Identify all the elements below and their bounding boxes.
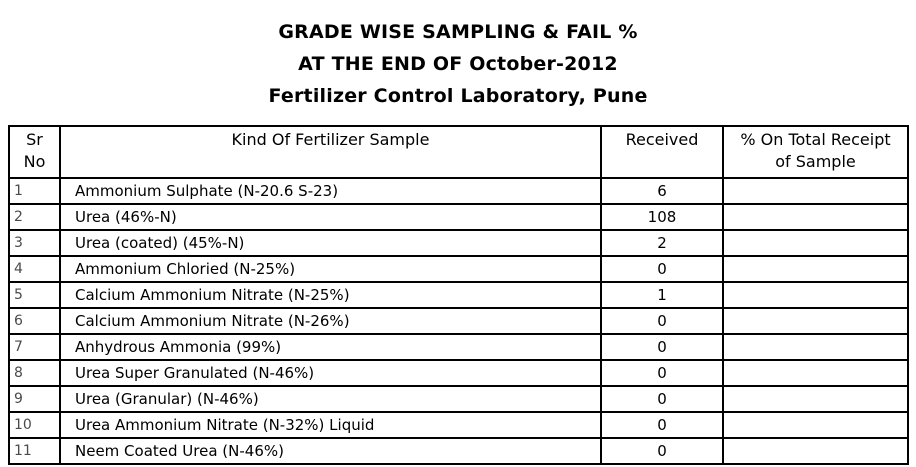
cell-sr-no: 2 [8, 203, 61, 231]
cell-percent-on-receipt [722, 411, 909, 439]
header-kind-of-fertilizer-sample: Kind Of Fertilizer Sample [59, 125, 602, 179]
cell-received-count: 0 [600, 333, 724, 361]
cell-received-count: 2 [600, 229, 724, 257]
cell-received-count: 0 [600, 385, 724, 413]
cell-percent-on-receipt [722, 281, 909, 309]
table-row: 10 Urea Ammonium Nitrate (N-32%) Liquid … [8, 411, 909, 439]
fertilizer-sampling-table: Sr No Kind Of Fertilizer Sample Received… [8, 125, 909, 465]
report-title: GRADE WISE SAMPLING & FAIL % [278, 21, 638, 43]
cell-fertilizer-kind: Urea Super Granulated (N-46%) [59, 359, 602, 387]
cell-fertilizer-kind: Ammonium Sulphate (N-20.6 S-23) [59, 177, 602, 205]
cell-fertilizer-kind: Neem Coated Urea (N-46%) [59, 437, 602, 465]
table-row: 1 Ammonium Sulphate (N-20.6 S-23) 6 [8, 177, 909, 205]
cell-sr-no: 6 [8, 307, 61, 335]
cell-received-count: 108 [600, 203, 724, 231]
header-sr-no: Sr No [8, 125, 61, 179]
cell-sr-no: 3 [8, 229, 61, 257]
cell-percent-on-receipt [722, 177, 909, 205]
cell-percent-on-receipt [722, 203, 909, 231]
cell-sr-no: 8 [8, 359, 61, 387]
table-row: 4 Ammonium Chloried (N-25%) 0 [8, 255, 909, 283]
table-row: 6 Calcium Ammonium Nitrate (N-26%) 0 [8, 307, 909, 335]
table-row: 3 Urea (coated) (45%-N) 2 [8, 229, 909, 257]
cell-received-count: 0 [600, 307, 724, 335]
cell-percent-on-receipt [722, 333, 909, 361]
title-block: GRADE WISE SAMPLING & FAIL % AT THE END … [0, 0, 916, 112]
cell-sr-no: 11 [8, 437, 61, 465]
cell-fertilizer-kind: Urea (46%-N) [59, 203, 602, 231]
cell-fertilizer-kind: Anhydrous Ammonia (99%) [59, 333, 602, 361]
report-lab-name: Fertilizer Control Laboratory, Pune [268, 85, 648, 107]
cell-sr-no: 7 [8, 333, 61, 361]
cell-received-count: 0 [600, 359, 724, 387]
table-row: 11 Neem Coated Urea (N-46%) 0 [8, 437, 909, 465]
cell-sr-no: 5 [8, 281, 61, 309]
cell-percent-on-receipt [722, 385, 909, 413]
table-header-row: Sr No Kind Of Fertilizer Sample Received… [8, 125, 909, 179]
cell-received-count: 0 [600, 437, 724, 465]
cell-sr-no: 9 [8, 385, 61, 413]
cell-fertilizer-kind: Ammonium Chloried (N-25%) [59, 255, 602, 283]
table-row: 7 Anhydrous Ammonia (99%) 0 [8, 333, 909, 361]
cell-percent-on-receipt [722, 255, 909, 283]
header-received: Received [600, 125, 724, 179]
cell-received-count: 1 [600, 281, 724, 309]
cell-percent-on-receipt [722, 229, 909, 257]
cell-fertilizer-kind: Urea Ammonium Nitrate (N-32%) Liquid [59, 411, 602, 439]
table-row: 5 Calcium Ammonium Nitrate (N-25%) 1 [8, 281, 909, 309]
cell-sr-no: 4 [8, 255, 61, 283]
cell-percent-on-receipt [722, 359, 909, 387]
header-percent-on-total-receipt: % On Total Receipt of Sample [722, 125, 909, 179]
cell-received-count: 6 [600, 177, 724, 205]
cell-fertilizer-kind: Calcium Ammonium Nitrate (N-25%) [59, 281, 602, 309]
cell-sr-no: 10 [8, 411, 61, 439]
cell-percent-on-receipt [722, 437, 909, 465]
cell-received-count: 0 [600, 411, 724, 439]
cell-received-count: 0 [600, 255, 724, 283]
table-body: 1 Ammonium Sulphate (N-20.6 S-23) 6 2 Ur… [8, 177, 909, 465]
table-row: 8 Urea Super Granulated (N-46%) 0 [8, 359, 909, 387]
cell-fertilizer-kind: Calcium Ammonium Nitrate (N-26%) [59, 307, 602, 335]
cell-fertilizer-kind: Urea (coated) (45%-N) [59, 229, 602, 257]
cell-fertilizer-kind: Urea (Granular) (N-46%) [59, 385, 602, 413]
table-row: 2 Urea (46%-N) 108 [8, 203, 909, 231]
cell-percent-on-receipt [722, 307, 909, 335]
cell-sr-no: 1 [8, 177, 61, 205]
table-row: 9 Urea (Granular) (N-46%) 0 [8, 385, 909, 413]
report-period: AT THE END OF October-2012 [298, 53, 618, 75]
